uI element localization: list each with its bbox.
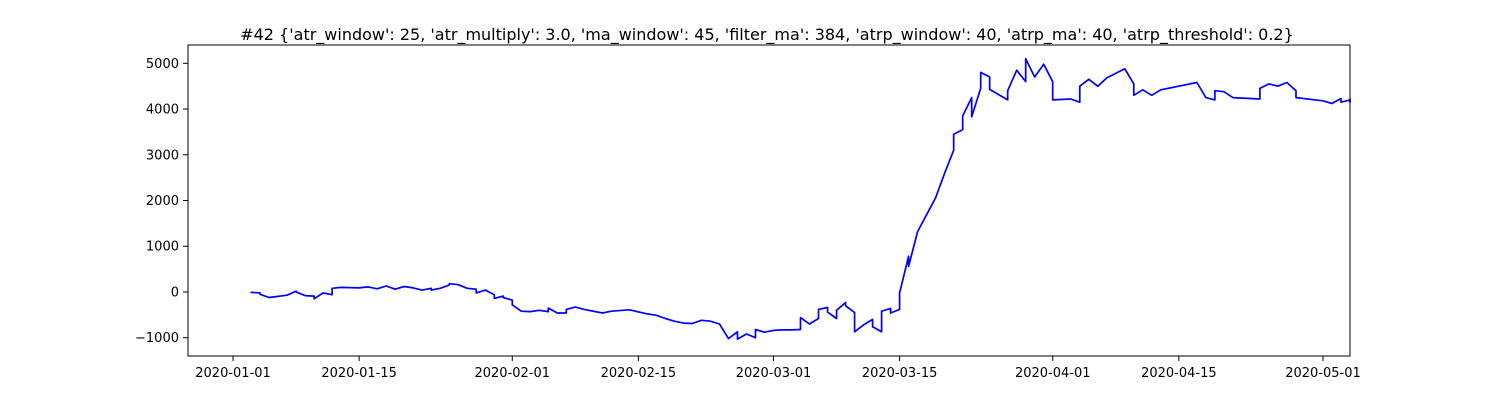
series-line-0 bbox=[250, 57, 1351, 340]
x-tick-label: 2020-01-01 bbox=[195, 366, 271, 381]
y-tick-label: 2000 bbox=[146, 194, 179, 209]
x-tick-label: 2020-02-15 bbox=[601, 366, 677, 381]
y-tick-label: 4000 bbox=[146, 103, 179, 118]
x-tick-label: 2020-01-15 bbox=[321, 366, 397, 381]
series-layer bbox=[250, 57, 1351, 340]
axes-layer: 2020-01-01 2020-01-15 2020-02-01 2020-02-15… bbox=[135, 44, 1361, 381]
chart-title: #42 {'atr_window': 25, 'atr_multiply': 3… bbox=[240, 25, 1294, 45]
x-tick-label: 2020-03-15 bbox=[862, 366, 938, 381]
y-tick-label: 0 bbox=[171, 285, 179, 300]
x-tick-label: 2020-05-01 bbox=[1285, 366, 1361, 381]
x-tick-label: 2020-04-15 bbox=[1141, 366, 1217, 381]
plot-frame bbox=[187, 44, 1351, 357]
y-tick-label: 1000 bbox=[146, 240, 179, 255]
y-tick-label: 3000 bbox=[146, 148, 179, 163]
y-tick-label: −1000 bbox=[135, 331, 179, 346]
y-tick-label: 5000 bbox=[146, 57, 179, 72]
x-tick-label: 2020-03-01 bbox=[736, 366, 812, 381]
x-tick-label: 2020-02-01 bbox=[474, 366, 550, 381]
x-tick-label: 2020-04-01 bbox=[1015, 366, 1091, 381]
